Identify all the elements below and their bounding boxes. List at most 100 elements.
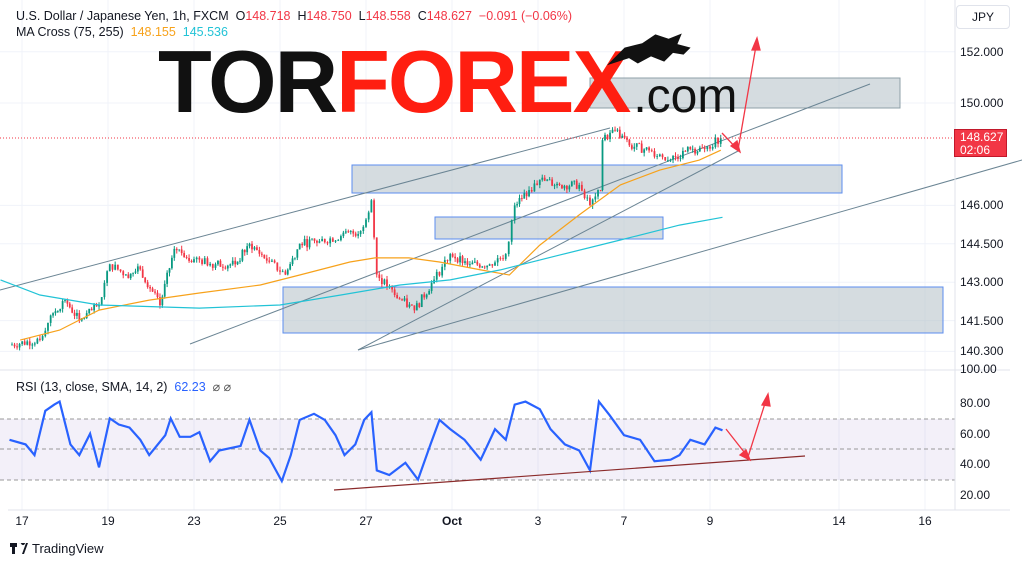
candle-body [90, 308, 93, 311]
candle-body [476, 261, 479, 265]
candle-body [711, 147, 714, 149]
candle-body [127, 274, 130, 279]
candle-body [276, 262, 279, 271]
candle-body [161, 296, 164, 306]
candle-body [456, 258, 459, 263]
candle-body [156, 292, 159, 298]
candle-body [357, 234, 360, 236]
candle-body [134, 271, 137, 273]
candle-body [163, 283, 166, 297]
candle-body [185, 257, 188, 259]
zones [282, 77, 944, 334]
candle-body [703, 147, 706, 150]
candle-body [633, 146, 636, 149]
candle-body [510, 220, 513, 242]
candle-body [248, 243, 251, 247]
candle-body [430, 282, 433, 291]
candle-body [611, 129, 614, 133]
candle-body [260, 253, 263, 255]
candle-body [365, 219, 367, 227]
candle-body [68, 303, 71, 308]
candle-body [614, 129, 616, 131]
candle-body [251, 243, 253, 250]
candle-body [367, 212, 370, 220]
candle-body [666, 160, 669, 162]
candle-body [253, 247, 256, 250]
change-value: −0.091 (−0.06%) [478, 9, 573, 23]
candle-body [606, 134, 609, 140]
candle-body [418, 303, 421, 307]
candle-body [76, 312, 78, 316]
candle-body [180, 249, 183, 254]
candle-body [258, 250, 261, 254]
candle-body [513, 205, 516, 221]
tradingview-logo-icon [10, 543, 28, 554]
candle-body [209, 263, 212, 266]
candle-body [586, 197, 589, 199]
candle-body [618, 129, 621, 138]
candle-body [396, 295, 399, 299]
candle-body [626, 137, 628, 140]
candle-body [380, 278, 383, 285]
candle-body [507, 241, 510, 255]
candle-body [279, 270, 281, 272]
candle-body [435, 271, 438, 280]
candle-body [415, 303, 418, 311]
candle-body [201, 259, 203, 264]
time-tick: 23 [187, 514, 201, 528]
candle-body [11, 344, 13, 346]
candle-body [538, 179, 541, 185]
candle-body [64, 300, 66, 302]
candle-body [88, 308, 91, 314]
ma-legend[interactable]: MA Cross (75, 255) 148.155 145.536 [16, 25, 228, 39]
candle-body [226, 265, 229, 269]
tradingview-footer[interactable]: TradingView [10, 541, 104, 556]
last-price-label: 148.627 02:06 [954, 129, 1007, 157]
candle-body [256, 247, 258, 251]
candle-body [286, 269, 289, 275]
support-zone-3 [282, 286, 944, 334]
candle-body [466, 261, 469, 265]
candle-body [323, 238, 326, 243]
candle-body [701, 147, 704, 149]
candle-body [583, 190, 586, 198]
candle-body [449, 254, 452, 261]
low-value: 148.558 [365, 9, 411, 23]
candle-body [318, 241, 321, 243]
price-tick: 141.500 [960, 313, 1004, 328]
candle-body [188, 258, 190, 261]
candle-body [265, 258, 268, 261]
candle-body [575, 180, 578, 189]
candle-body [420, 294, 423, 307]
candle-body [686, 147, 689, 152]
candle-body [334, 240, 337, 242]
candle-body [241, 249, 244, 261]
time-tick: 9 [706, 514, 714, 528]
currency-button[interactable]: JPY [956, 5, 1010, 29]
candle-body [454, 256, 457, 259]
price-tick: 144.500 [960, 236, 1004, 251]
rsi-line [9, 398, 723, 484]
ma-slow-line [0, 216, 723, 309]
rsi-legend[interactable]: RSI (13, close, SMA, 14, 2) 62.23 ⌀ ⌀ [16, 380, 232, 394]
candle-body [236, 261, 239, 265]
candle-body [543, 177, 546, 181]
candle-body [373, 200, 375, 238]
candle-body [478, 264, 481, 268]
rsi-trend-line [333, 455, 806, 491]
candle-body [229, 264, 232, 266]
candle-body [580, 184, 583, 191]
candle-body [406, 298, 408, 307]
candle-body [31, 344, 34, 346]
time-tick: Oct [441, 514, 463, 528]
candle-body [56, 311, 59, 312]
candle-body [49, 315, 52, 323]
candle-body [483, 266, 486, 268]
candle-body [111, 264, 114, 270]
candle-body [214, 264, 217, 268]
candle-body [154, 291, 156, 293]
candle-body [386, 279, 388, 288]
candle-body [502, 258, 504, 260]
candle-body [217, 260, 219, 265]
